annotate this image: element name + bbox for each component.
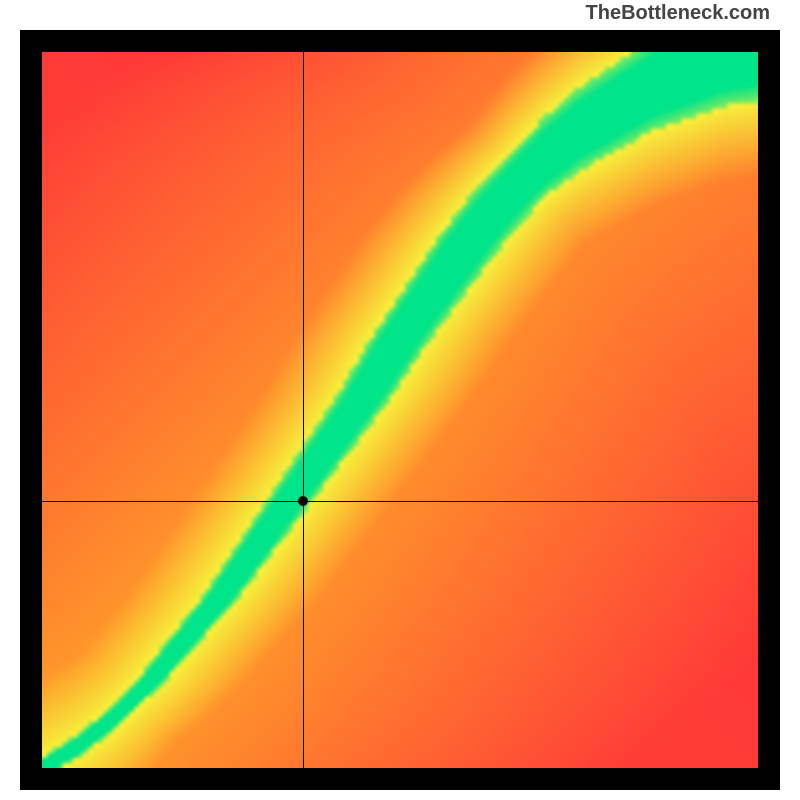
marker-dot <box>298 496 308 506</box>
crosshair-horizontal <box>42 501 758 502</box>
heatmap-canvas <box>42 52 758 768</box>
watermark-text: TheBottleneck.com <box>586 2 770 25</box>
crosshair-vertical <box>303 52 304 768</box>
heatmap-plot <box>42 52 758 768</box>
chart-container: TheBottleneck.com <box>0 0 800 800</box>
